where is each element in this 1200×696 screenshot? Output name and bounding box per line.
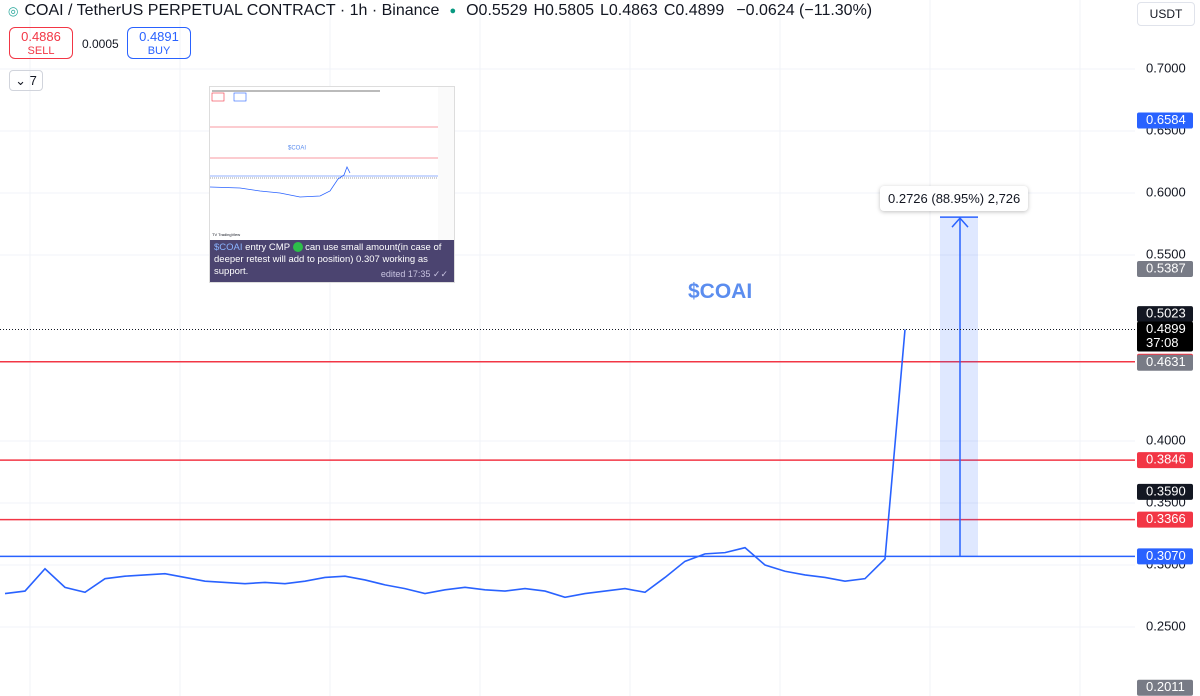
countdown: 37:08 <box>1146 335 1179 350</box>
status-dot: ● <box>449 5 457 17</box>
y-tick-label: 0.5500 <box>1146 246 1186 261</box>
y-tick-label: 0.6000 <box>1146 184 1186 199</box>
green-emoji <box>292 242 303 253</box>
price-tag-label: 0.3846 <box>1146 452 1186 467</box>
buy-button[interactable]: 0.4891 BUY <box>127 27 191 59</box>
ohlc-prefix: C <box>663 2 676 19</box>
post-caption: $COAI entry CMP can use small amount(in … <box>210 240 454 282</box>
price-tag-label: 0.6584 <box>1146 112 1186 127</box>
mini-annotation: $COAI <box>288 146 306 152</box>
sell-price: 0.4886 <box>21 29 61 44</box>
ohlc-value: 0.5805 <box>545 2 594 19</box>
measure-arrowhead <box>951 217 969 228</box>
price-tag <box>1137 260 1193 277</box>
measure-box <box>940 217 978 557</box>
price-tag <box>1137 452 1193 469</box>
y-tick-label: 0.4000 <box>1146 432 1186 447</box>
price-tag <box>1137 354 1193 371</box>
post-text: can use small amount(in case of deeper r… <box>214 242 442 277</box>
price-tag-label: 0.3366 <box>1146 511 1186 526</box>
image-bg <box>210 87 454 240</box>
symbol-icon: ◎ <box>8 4 19 18</box>
price-tag-label: 0.4631 <box>1146 354 1186 369</box>
price-tag-label: 0.5023 <box>1146 306 1186 321</box>
price-tag <box>1137 483 1193 500</box>
price-tag-label: 0.5387 <box>1146 260 1186 275</box>
price-line <box>4 329 906 599</box>
mini-logo: TV TradingView <box>212 232 240 237</box>
ohlc-value: 0.4863 <box>608 2 658 19</box>
ohlc-prefix: O <box>466 2 479 19</box>
price-tag <box>1137 548 1193 565</box>
y-tick-label: 0.7000 <box>1146 60 1186 75</box>
buy-label: BUY <box>147 45 171 57</box>
post-image: $COAI TV TradingView <box>210 87 454 240</box>
ohlc-prefix: L <box>599 2 609 19</box>
price-tag <box>1137 679 1193 696</box>
ohlc-item: C0.4899 <box>664 2 725 19</box>
mini-buy <box>233 92 247 102</box>
ohlc-item: L0.4863 <box>600 2 658 19</box>
price-tag-label: 0.2011 <box>1146 679 1185 694</box>
y-tick-label: 0.2500 <box>1146 618 1186 633</box>
symbol[interactable]: COAI / TetherUS PERPETUAL CONTRACT · 1h … <box>24 2 440 19</box>
ohlc-item: O0.5529 <box>466 2 527 19</box>
price-tag-label: 0.3070 <box>1146 548 1186 563</box>
price-tag <box>1137 112 1193 129</box>
currency[interactable]: USDT <box>1137 2 1195 26</box>
post-tag: $COAI <box>214 242 243 253</box>
post-text: entry CMP <box>242 242 290 253</box>
price-tag <box>1137 306 1193 323</box>
header: ◎ COAI / TetherUS PERPETUAL CONTRACT · 1… <box>8 2 872 20</box>
sell-button[interactable]: 0.4886 SELL <box>9 27 73 59</box>
ohlc-prefix: H <box>533 2 546 19</box>
spread: 0.0005 <box>82 37 119 51</box>
price-tag-label: 0.3590 <box>1146 483 1186 498</box>
price-tag-label: 0.4899 <box>1146 321 1186 336</box>
post-screenshot: $COAI TV TradingView $COAI entry CMP can… <box>209 86 455 283</box>
price-tag <box>1137 511 1193 528</box>
ohlc-value: 0.4899 <box>675 2 725 19</box>
ohlc: O0.5529 H0.5805 L0.4863 C0.4899 <box>466 2 730 20</box>
buy-price: 0.4891 <box>139 29 179 44</box>
ohlc-item: H0.5805 <box>533 2 594 19</box>
change: −0.0624 (−11.30%) <box>736 2 873 19</box>
indicator-count: 7 <box>29 73 37 88</box>
mini-price <box>210 166 351 198</box>
price-tag <box>1137 321 1193 352</box>
indicators-toggle[interactable]: ⌄ 7 <box>9 70 43 91</box>
edited-time: edited 17:35 <box>380 269 431 279</box>
chevron: ⌄ <box>15 73 27 88</box>
annotation: $COAI <box>688 280 753 303</box>
sell-label: SELL <box>27 45 55 57</box>
mini-sell <box>211 92 225 102</box>
ohlc-value: 0.5529 <box>478 2 528 19</box>
measure-label: 0.2726 (88.95%) 2,726 <box>880 186 1029 211</box>
post-edited: edited 17:35 ✓✓ <box>380 269 448 279</box>
mini-axis <box>438 87 454 240</box>
